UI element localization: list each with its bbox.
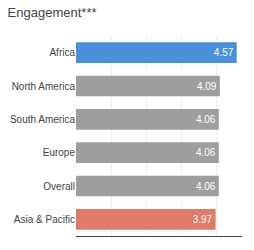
- svg-text:4.06: 4.06: [196, 181, 216, 192]
- svg-text:Engagement***: Engagement***: [8, 5, 97, 20]
- svg-text:Overall: Overall: [43, 181, 75, 192]
- svg-text:Europe: Europe: [43, 147, 76, 158]
- svg-text:3.97: 3.97: [193, 214, 213, 225]
- svg-text:Africa: Africa: [49, 47, 75, 58]
- svg-text:4.57: 4.57: [214, 47, 234, 58]
- svg-text:Asia & Pacific: Asia & Pacific: [14, 214, 75, 225]
- svg-text:North America: North America: [12, 81, 76, 92]
- svg-text:4.09: 4.09: [197, 81, 217, 92]
- svg-text:4.06: 4.06: [196, 147, 216, 158]
- svg-text:South America: South America: [10, 114, 75, 125]
- svg-text:4.06: 4.06: [196, 114, 216, 125]
